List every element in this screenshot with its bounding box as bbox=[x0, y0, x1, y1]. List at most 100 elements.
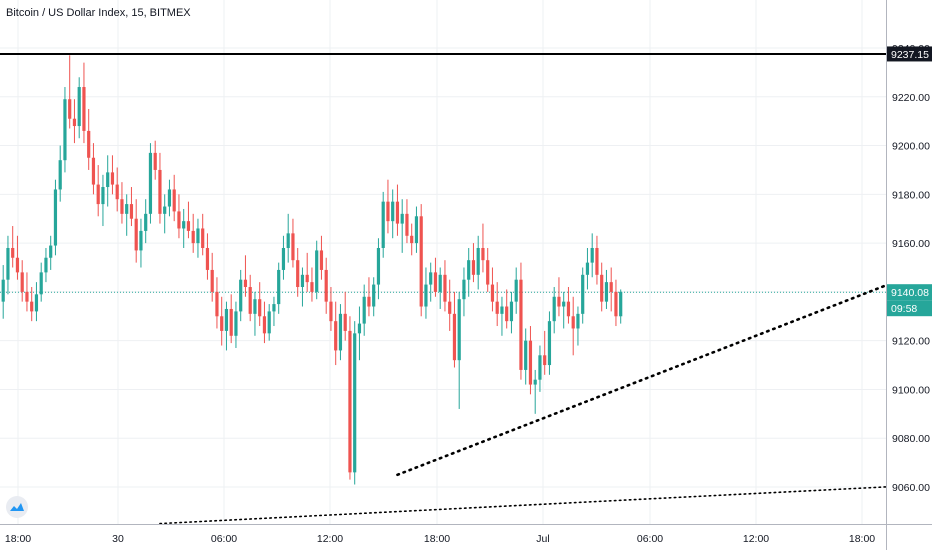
candle-body[interactable] bbox=[315, 250, 319, 292]
candle[interactable] bbox=[1, 265, 5, 319]
candle[interactable] bbox=[495, 282, 499, 327]
candle[interactable] bbox=[604, 269, 609, 309]
candle-body[interactable] bbox=[158, 169, 162, 214]
candle[interactable] bbox=[557, 277, 561, 317]
candle[interactable] bbox=[286, 213, 290, 263]
candle[interactable] bbox=[267, 304, 271, 341]
candle[interactable] bbox=[376, 238, 381, 300]
candle-body[interactable] bbox=[343, 313, 347, 331]
candle[interactable] bbox=[410, 223, 414, 256]
candle[interactable] bbox=[72, 99, 77, 144]
candle[interactable] bbox=[509, 291, 514, 334]
candle[interactable] bbox=[129, 187, 134, 227]
candle-body[interactable] bbox=[210, 269, 214, 292]
candle-body[interactable] bbox=[258, 299, 262, 317]
candle[interactable] bbox=[524, 328, 528, 385]
candle[interactable] bbox=[234, 301, 238, 348]
candle-body[interactable] bbox=[509, 301, 514, 322]
candle[interactable] bbox=[505, 289, 509, 329]
candle-body[interactable] bbox=[243, 279, 248, 288]
candle[interactable] bbox=[139, 218, 143, 268]
candle[interactable] bbox=[153, 140, 157, 180]
candle-body[interactable] bbox=[291, 233, 295, 261]
candle-body[interactable] bbox=[58, 160, 62, 190]
ascending-trendline[interactable] bbox=[396, 266, 932, 477]
candle[interactable] bbox=[429, 262, 433, 302]
candle[interactable] bbox=[533, 369, 537, 414]
tradingview-logo-icon[interactable] bbox=[6, 496, 28, 518]
candle[interactable] bbox=[191, 213, 195, 253]
candle[interactable] bbox=[34, 282, 39, 322]
candle-body[interactable] bbox=[533, 379, 537, 385]
candle[interactable] bbox=[272, 296, 276, 327]
candle[interactable] bbox=[528, 326, 533, 395]
candle-body[interactable] bbox=[11, 247, 15, 258]
candle[interactable] bbox=[205, 233, 210, 280]
candle[interactable] bbox=[158, 152, 162, 224]
candle-body[interactable] bbox=[438, 274, 442, 292]
candle-body[interactable] bbox=[391, 201, 395, 222]
candle-body[interactable] bbox=[538, 355, 542, 380]
candle[interactable] bbox=[6, 235, 10, 295]
candle-body[interactable] bbox=[609, 282, 613, 292]
candle[interactable] bbox=[338, 304, 343, 361]
candle[interactable] bbox=[20, 260, 24, 302]
candle[interactable] bbox=[486, 247, 490, 292]
candle[interactable] bbox=[243, 255, 248, 297]
candle[interactable] bbox=[514, 267, 518, 314]
candle[interactable] bbox=[87, 108, 91, 170]
candle-body[interactable] bbox=[134, 218, 138, 251]
candle-body[interactable] bbox=[566, 301, 571, 317]
candle[interactable] bbox=[201, 213, 205, 256]
candle[interactable] bbox=[357, 306, 362, 361]
candle-body[interactable] bbox=[547, 321, 552, 366]
candle[interactable] bbox=[400, 199, 404, 253]
candle-body[interactable] bbox=[362, 296, 366, 324]
candle[interactable] bbox=[619, 289, 623, 324]
candle[interactable] bbox=[471, 243, 476, 283]
candle[interactable] bbox=[53, 179, 58, 256]
candle-body[interactable] bbox=[49, 245, 53, 258]
candle[interactable] bbox=[562, 291, 566, 329]
candle-body[interactable] bbox=[457, 299, 461, 361]
candle[interactable] bbox=[438, 267, 442, 309]
candle-body[interactable] bbox=[490, 284, 495, 302]
candle[interactable] bbox=[229, 294, 233, 344]
candle-body[interactable] bbox=[357, 323, 362, 334]
candle-body[interactable] bbox=[286, 233, 290, 248]
candle-body[interactable] bbox=[452, 313, 457, 361]
candle-body[interactable] bbox=[585, 262, 590, 275]
candle-body[interactable] bbox=[353, 333, 357, 473]
candle-body[interactable] bbox=[148, 152, 153, 214]
candle-body[interactable] bbox=[300, 274, 305, 288]
candle[interactable] bbox=[11, 226, 15, 268]
candle-body[interactable] bbox=[272, 304, 276, 312]
candle[interactable] bbox=[101, 174, 105, 227]
candle-body[interactable] bbox=[82, 87, 86, 131]
candle[interactable] bbox=[277, 262, 281, 314]
candle[interactable] bbox=[253, 291, 257, 336]
candle-body[interactable] bbox=[571, 316, 575, 329]
candle-body[interactable] bbox=[372, 284, 376, 307]
candle[interactable] bbox=[148, 143, 153, 224]
time-axis[interactable]: 18:00 30 06:00 12:00 18:00 Jul 06:00 12:00 18:00 bbox=[0, 524, 932, 550]
candle[interactable] bbox=[543, 330, 547, 375]
candle[interactable] bbox=[324, 257, 328, 314]
candle-body[interactable] bbox=[376, 247, 381, 285]
candle-body[interactable] bbox=[395, 201, 400, 224]
candle-body[interactable] bbox=[201, 228, 205, 248]
candlestick-series[interactable] bbox=[1, 55, 623, 485]
candle-body[interactable] bbox=[253, 299, 257, 314]
support-trendline[interactable] bbox=[159, 483, 932, 525]
candle[interactable] bbox=[91, 143, 96, 195]
candle[interactable] bbox=[552, 287, 556, 334]
candle-body[interactable] bbox=[220, 316, 224, 331]
candle-body[interactable] bbox=[110, 172, 115, 185]
candle[interactable] bbox=[58, 145, 62, 202]
candle-body[interactable] bbox=[182, 221, 186, 229]
candle-body[interactable] bbox=[15, 257, 20, 273]
candle[interactable] bbox=[172, 174, 176, 222]
candle-body[interactable] bbox=[581, 274, 585, 314]
candle-body[interactable] bbox=[467, 260, 471, 280]
candle[interactable] bbox=[300, 267, 305, 307]
